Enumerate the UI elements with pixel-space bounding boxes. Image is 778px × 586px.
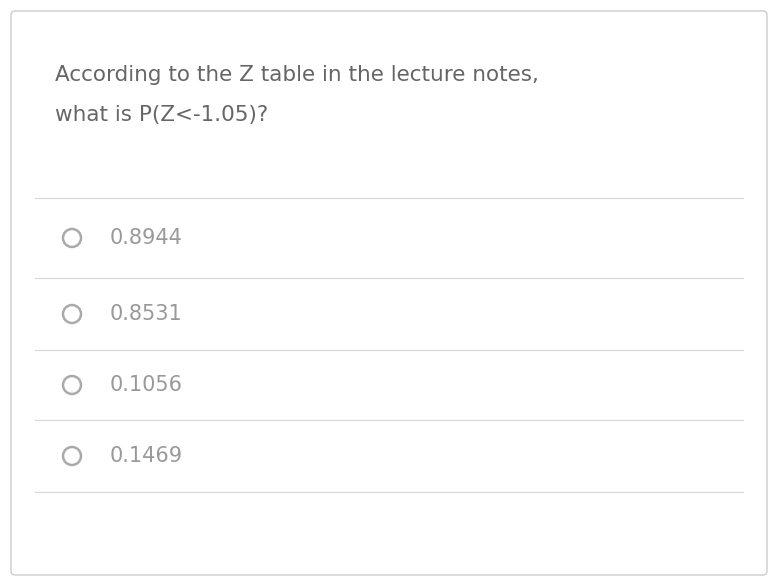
Text: 0.1469: 0.1469 [110,446,183,466]
Text: 0.8531: 0.8531 [110,304,183,324]
FancyBboxPatch shape [11,11,767,575]
Text: 0.1056: 0.1056 [110,375,183,395]
Text: 0.8944: 0.8944 [110,228,183,248]
Text: According to the Z table in the lecture notes,: According to the Z table in the lecture … [55,65,539,85]
Text: what is P(Z<-1.05)?: what is P(Z<-1.05)? [55,105,268,125]
